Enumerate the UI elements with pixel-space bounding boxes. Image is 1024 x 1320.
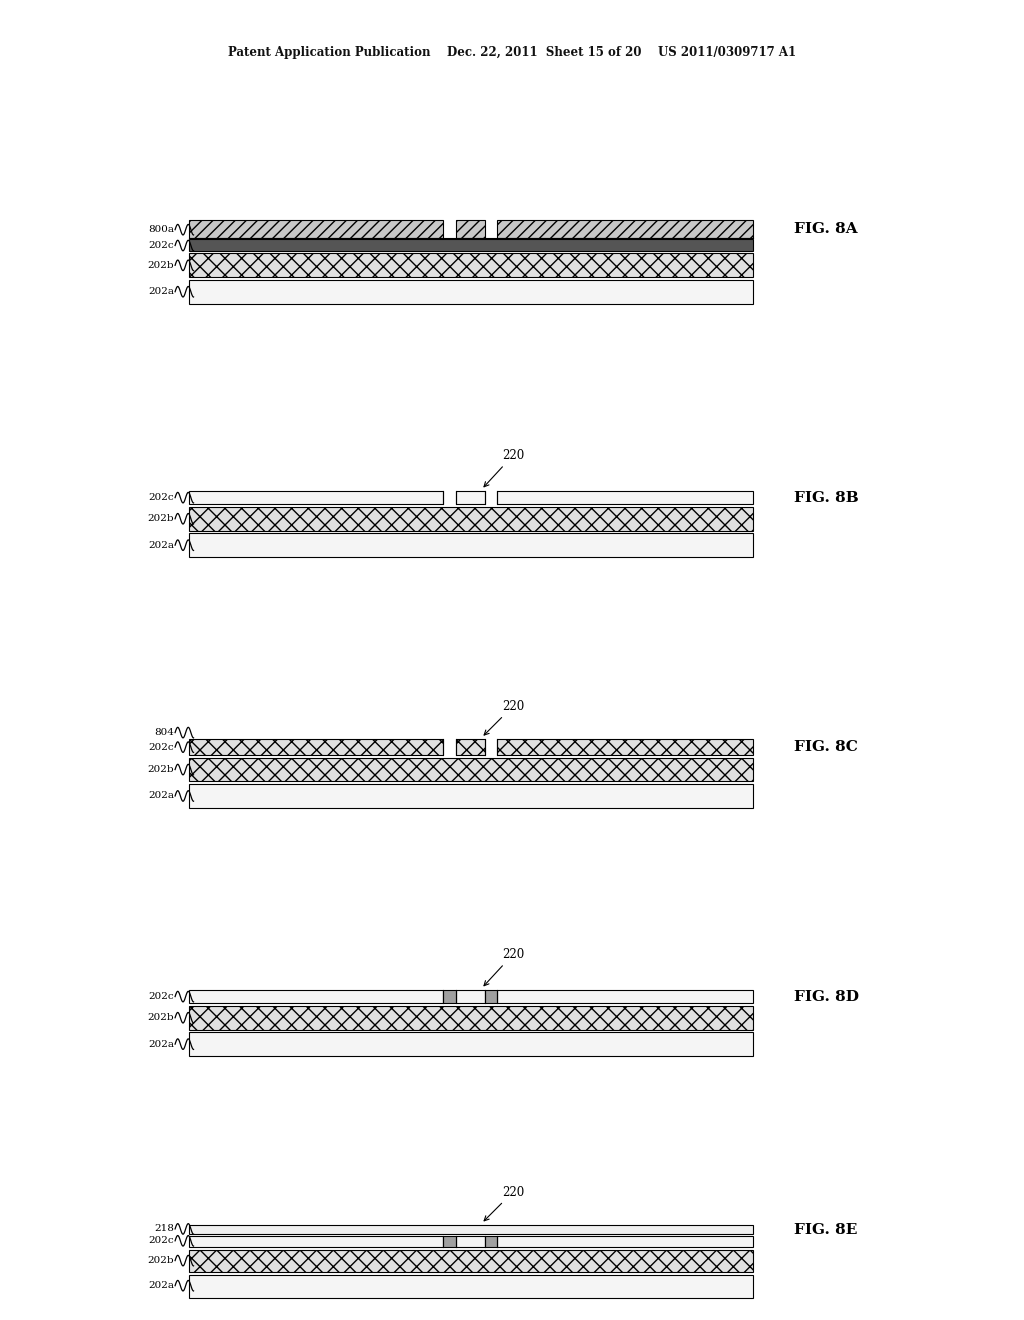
Text: 202a: 202a: [148, 288, 174, 296]
Bar: [189, 1236, 443, 1247]
Bar: [189, 758, 753, 781]
Bar: [189, 507, 753, 531]
Bar: [189, 491, 443, 504]
Bar: [456, 220, 484, 238]
Bar: [189, 739, 443, 755]
Text: 202c: 202c: [148, 743, 174, 751]
Text: 202c: 202c: [148, 993, 174, 1001]
Text: 202b: 202b: [147, 1014, 174, 1022]
Bar: [497, 1236, 753, 1247]
Text: 800a: 800a: [148, 226, 174, 234]
Text: 202b: 202b: [147, 515, 174, 523]
Bar: [443, 1236, 456, 1247]
Text: 202c: 202c: [148, 242, 174, 249]
Text: 220: 220: [484, 700, 524, 735]
Bar: [189, 239, 753, 251]
Text: 220: 220: [484, 948, 524, 986]
Text: 220: 220: [484, 449, 524, 487]
Bar: [189, 784, 753, 808]
Bar: [189, 220, 443, 238]
Bar: [189, 1032, 753, 1056]
Text: 202b: 202b: [147, 1257, 174, 1265]
Bar: [189, 253, 753, 277]
Text: 202a: 202a: [148, 792, 174, 800]
Text: 202a: 202a: [148, 1040, 174, 1048]
Bar: [189, 280, 753, 304]
Text: 202a: 202a: [148, 1282, 174, 1290]
Bar: [456, 1236, 484, 1247]
Bar: [189, 990, 443, 1003]
Bar: [484, 1236, 497, 1247]
Text: FIG. 8D: FIG. 8D: [794, 990, 858, 1003]
Bar: [189, 1006, 753, 1030]
Bar: [497, 491, 753, 504]
Bar: [189, 533, 753, 557]
Bar: [484, 990, 497, 1003]
Bar: [456, 739, 484, 755]
Text: 218: 218: [155, 1225, 174, 1233]
Bar: [189, 1250, 753, 1272]
Text: 202b: 202b: [147, 261, 174, 269]
Bar: [497, 990, 753, 1003]
Text: FIG. 8E: FIG. 8E: [794, 1222, 857, 1237]
Text: FIG. 8C: FIG. 8C: [794, 741, 857, 754]
Bar: [189, 1225, 753, 1234]
Text: 202b: 202b: [147, 766, 174, 774]
Bar: [497, 739, 753, 755]
Text: FIG. 8B: FIG. 8B: [794, 491, 858, 504]
Text: 202a: 202a: [148, 541, 174, 549]
Text: 220: 220: [484, 1185, 524, 1221]
Text: 804: 804: [155, 729, 174, 737]
Text: 202c: 202c: [148, 494, 174, 502]
Bar: [456, 491, 484, 504]
Bar: [189, 1275, 753, 1298]
Bar: [443, 990, 456, 1003]
Text: 202c: 202c: [148, 1237, 174, 1245]
Bar: [497, 220, 753, 238]
Text: Patent Application Publication    Dec. 22, 2011  Sheet 15 of 20    US 2011/03097: Patent Application Publication Dec. 22, …: [228, 46, 796, 59]
Bar: [456, 990, 484, 1003]
Text: FIG. 8A: FIG. 8A: [794, 222, 857, 236]
